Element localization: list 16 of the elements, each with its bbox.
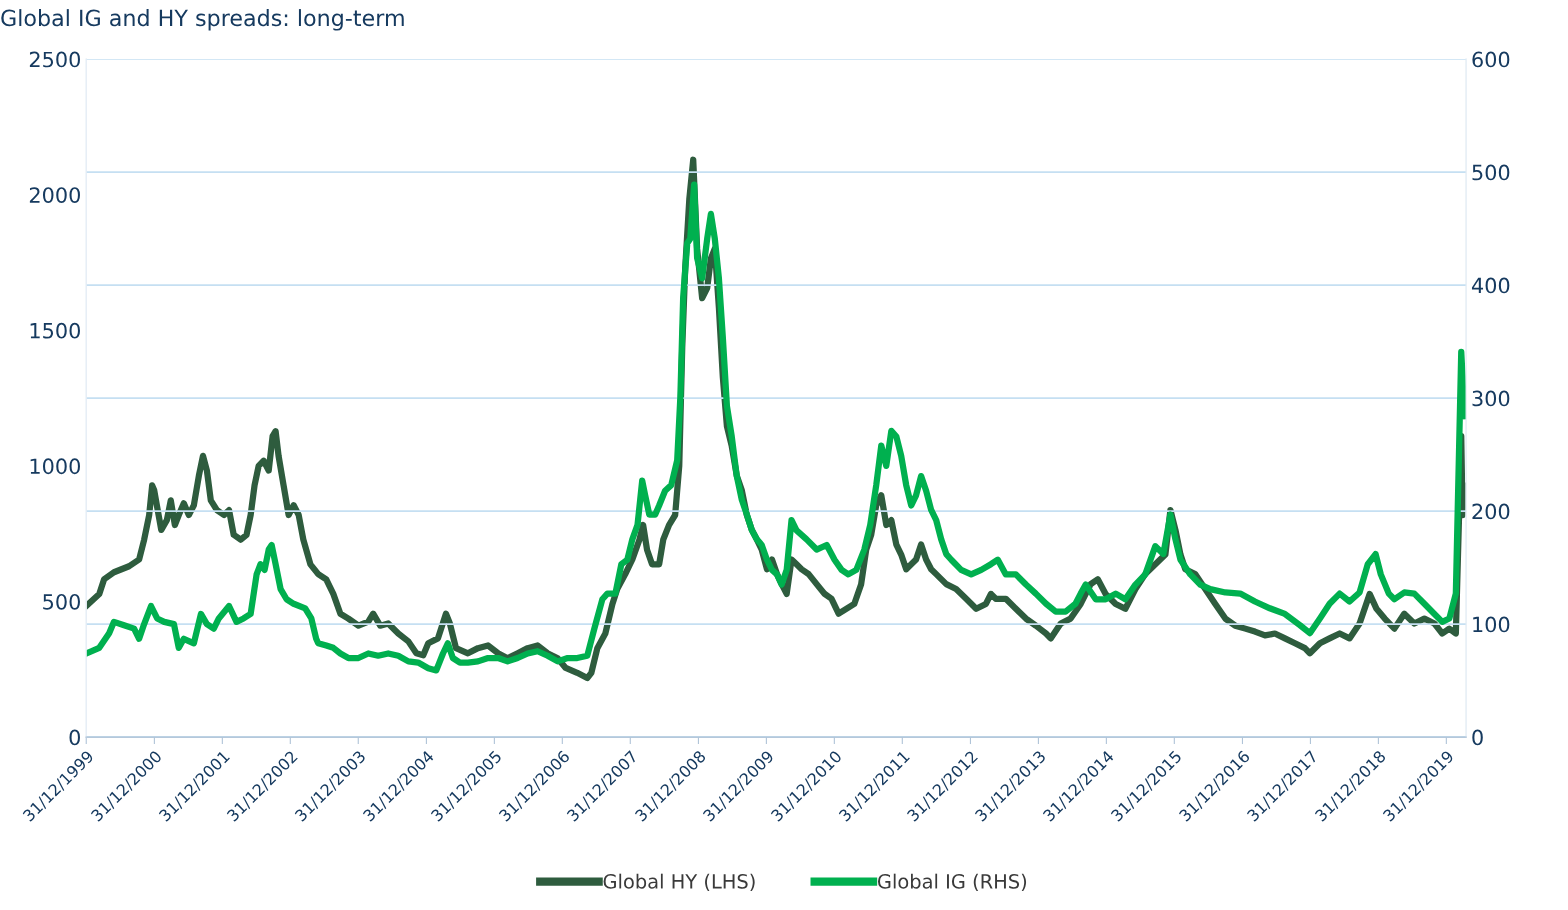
y2-tick-label: 600 <box>1472 51 1510 68</box>
legend-label: Global HY (LHS) <box>603 873 755 892</box>
y2-tick-label: 500 <box>1472 164 1510 181</box>
y-tick-label: 0 <box>69 729 80 746</box>
y2-tick-label: 0 <box>1472 729 1483 746</box>
y-tick-label: 1500 <box>30 322 80 339</box>
y-tick-label: 1000 <box>30 458 80 475</box>
y2-tick-label: 100 <box>1473 616 1510 633</box>
y-tick-label: 2500 <box>29 51 80 68</box>
chart-title: Global IG and HY spreads: long-term <box>1 9 404 31</box>
y2-tick-label: 400 <box>1471 277 1510 294</box>
y2-tick-label: 200 <box>1472 503 1510 520</box>
y-tick-label: 500 <box>43 593 80 610</box>
legend-label: Global IG (RHS) <box>877 873 1027 892</box>
y-tick-label: 2000 <box>29 187 80 203</box>
y2-tick-label: 300 <box>1472 390 1510 407</box>
